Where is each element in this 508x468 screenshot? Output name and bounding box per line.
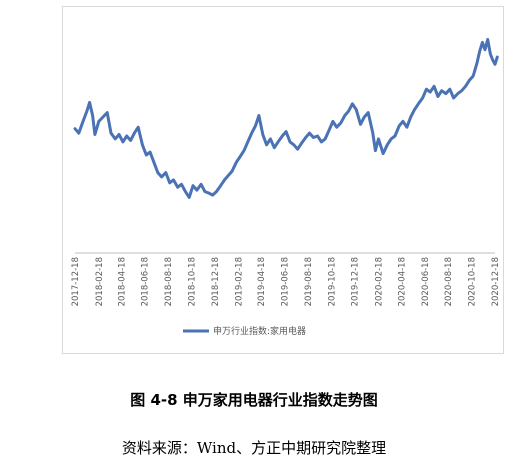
- x-tick-label: 2020-10-18: [468, 257, 478, 306]
- x-tick-label: 2020-02-18: [375, 257, 385, 306]
- series-layer: [73, 38, 499, 199]
- x-tick-label: 2020-12-18: [491, 257, 501, 306]
- x-tick-label: 2019-04-18: [257, 257, 267, 306]
- series-line: [73, 38, 499, 199]
- source-note: 资料来源：Wind、方正中期研究院整理: [121, 439, 387, 457]
- x-tick-label: 2018-08-18: [164, 257, 174, 306]
- x-tick-label: 2019-12-18: [351, 257, 361, 306]
- x-tick-label: 2019-10-18: [327, 257, 337, 306]
- chart-frame: 3,000.004,000.005,000.006,000.007,000.00…: [62, 6, 504, 354]
- x-tick-label: 2018-10-18: [187, 257, 197, 306]
- legend: 申万行业指数:家用电器: [183, 325, 306, 337]
- x-tick-label: 2020-08-18: [444, 257, 454, 306]
- x-tick-label: 2017-12-18: [71, 257, 81, 306]
- figure-caption: 图 4-8 申万家用电器行业指数走势图: [130, 391, 378, 409]
- x-tick-label: 2018-02-18: [95, 257, 105, 306]
- legend-label: 申万行业指数:家用电器: [213, 325, 306, 337]
- x-tick-label: 2018-04-18: [117, 257, 127, 306]
- line-chart: 3,000.004,000.005,000.006,000.007,000.00…: [71, 38, 501, 337]
- x-tick-label: 2020-06-18: [421, 257, 431, 306]
- x-tick-label: 2020-04-18: [397, 257, 407, 306]
- x-tick-label: 2019-02-18: [235, 257, 245, 306]
- x-tick-label: 2019-08-18: [304, 257, 314, 306]
- x-axis: 2017-12-18 2018-02-18 2018-04-18 2018-06-18…: [71, 252, 501, 306]
- x-tick-label: 2019-06-18: [281, 257, 291, 306]
- x-tick-label: 2018-12-18: [211, 257, 221, 306]
- x-tick-label: 2018-06-18: [141, 257, 151, 306]
